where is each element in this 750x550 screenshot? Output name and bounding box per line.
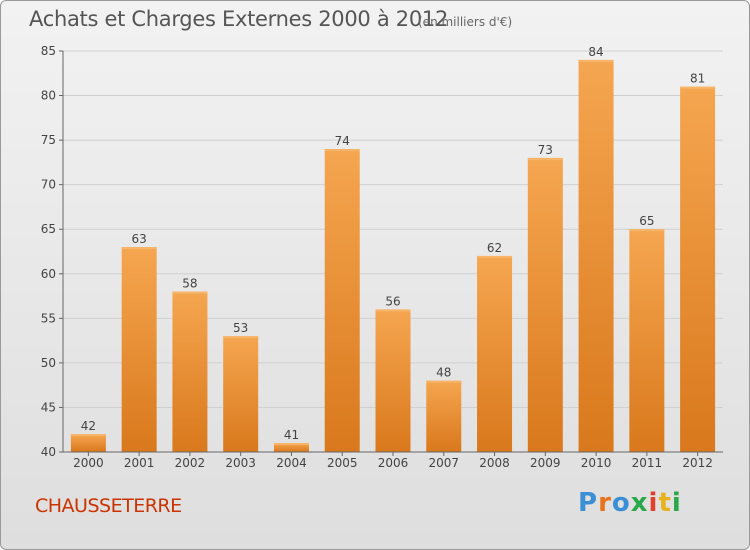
y-tick-label: 65 [41, 222, 56, 236]
bars [70, 59, 716, 453]
logo-letter: P [578, 488, 599, 518]
y-tick-label: 85 [41, 44, 56, 58]
logo-letter: r [598, 488, 612, 518]
bar [477, 255, 513, 452]
labels: 40 45 50 55 60 65 70 75 80 85 42 2000 63 2001 58 2002 53… [41, 44, 713, 470]
bar [578, 59, 614, 453]
bar-top-edge [578, 59, 614, 62]
bar-top-edge [375, 309, 411, 312]
data-label: 81 [690, 72, 705, 86]
bar-top-edge [70, 434, 106, 437]
bar-top-edge [223, 336, 259, 339]
bar-top-edge [324, 149, 360, 152]
data-label: 65 [639, 214, 654, 228]
bar [70, 434, 106, 452]
data-label: 48 [436, 366, 451, 380]
x-tick-label: 2001 [124, 456, 155, 470]
axes [59, 50, 723, 456]
data-label: 73 [538, 143, 553, 157]
bar [223, 336, 259, 452]
y-tick-label: 60 [41, 267, 56, 281]
y-tick-label: 50 [41, 356, 56, 370]
y-tick-label: 70 [41, 178, 56, 192]
bar [629, 229, 665, 452]
x-tick-label: 2005 [327, 456, 358, 470]
x-tick-label: 2000 [73, 456, 104, 470]
bar-top-edge [121, 247, 157, 250]
bar-top-edge [629, 229, 665, 232]
y-tick-label: 75 [41, 133, 56, 147]
x-tick-label: 2002 [175, 456, 206, 470]
logo-letter: x [630, 488, 649, 518]
place-name: CHAUSSETERRE [35, 495, 182, 517]
x-tick-label: 2009 [530, 456, 561, 470]
bar-top-edge [527, 157, 563, 160]
data-label: 42 [81, 419, 96, 433]
y-tick-label: 55 [41, 311, 56, 325]
bar [680, 86, 716, 453]
data-label: 63 [132, 232, 147, 246]
bar-top-edge [426, 380, 462, 383]
x-tick-label: 2008 [479, 456, 510, 470]
data-label: 74 [335, 134, 350, 148]
logo-letter: t [658, 488, 672, 518]
y-tick-label: 40 [41, 445, 56, 459]
x-tick-label: 2003 [225, 456, 256, 470]
logo-letter: i [648, 488, 659, 518]
data-label: 56 [385, 294, 400, 308]
data-label: 53 [233, 321, 248, 335]
bar-top-edge [477, 255, 513, 258]
logo-letter: o [611, 488, 631, 518]
proxiti-logo: Proxiti [578, 488, 682, 518]
data-label: 58 [182, 277, 197, 291]
x-tick-label: 2010 [581, 456, 612, 470]
bar [426, 380, 462, 452]
data-label: 84 [588, 45, 603, 59]
bar [273, 443, 309, 452]
x-tick-label: 2007 [428, 456, 459, 470]
chart-unit-note: (en milliers d'€) [418, 15, 513, 29]
bar [121, 247, 157, 452]
bar [324, 149, 360, 452]
bar-top-edge [172, 291, 208, 294]
chart-title: Achats et Charges Externes 2000 à 2012 [29, 7, 449, 31]
bar-top-edge [680, 86, 716, 89]
y-tick-label: 80 [41, 89, 56, 103]
y-tick-label: 45 [41, 400, 56, 414]
data-label: 41 [284, 428, 299, 442]
x-tick-label: 2011 [632, 456, 663, 470]
bar-top-edge [273, 443, 309, 446]
logo-letter: i [671, 488, 682, 518]
x-tick-label: 2006 [378, 456, 409, 470]
bar [375, 309, 411, 452]
x-tick-label: 2004 [276, 456, 307, 470]
bar [172, 291, 208, 452]
bar [527, 157, 563, 452]
x-tick-label: 2012 [682, 456, 713, 470]
data-label: 62 [487, 241, 502, 255]
